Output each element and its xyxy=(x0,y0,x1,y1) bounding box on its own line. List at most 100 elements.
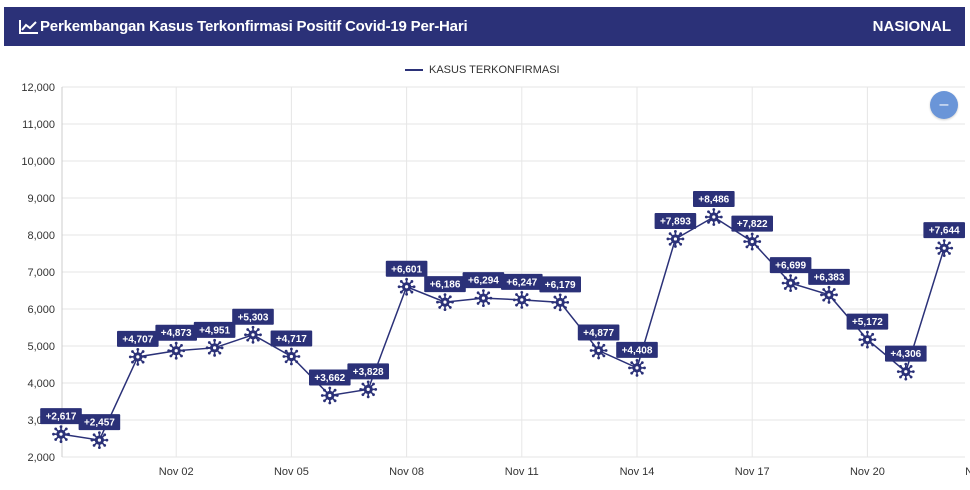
data-label: +4,951 xyxy=(199,325,230,336)
data-label-box xyxy=(462,272,505,289)
data-label: +7,822 xyxy=(737,219,768,230)
data-label: +3,828 xyxy=(353,367,384,378)
virus-icon[interactable] xyxy=(359,380,378,399)
y-tick-label: 10,000 xyxy=(21,156,55,168)
y-tick-label: 7,000 xyxy=(27,267,55,279)
data-label: +4,873 xyxy=(161,328,192,339)
virus-icon[interactable] xyxy=(474,289,493,308)
chart-title: Perkembangan Kasus Terkonfirmasi Positif… xyxy=(40,18,468,35)
virus-icon[interactable] xyxy=(397,277,416,296)
y-tick-label: 12,000 xyxy=(21,82,55,94)
data-label: +6,186 xyxy=(430,280,461,291)
data-label: +2,457 xyxy=(84,418,115,429)
data-label-box xyxy=(232,308,274,325)
x-tick-label: Nov 08 xyxy=(389,466,424,478)
virus-icon[interactable] xyxy=(935,239,954,258)
data-label: +6,294 xyxy=(468,276,499,287)
y-tick-label: 11,000 xyxy=(22,119,55,131)
x-tick-label: Nov 14 xyxy=(620,466,655,478)
data-label: +7,893 xyxy=(660,216,691,227)
virus-icon[interactable] xyxy=(244,325,262,344)
y-tick-label: 6,000 xyxy=(27,304,55,316)
virus-icon[interactable] xyxy=(512,290,531,309)
data-label-box xyxy=(693,191,735,208)
x-tick-label: Nov 23 xyxy=(965,466,970,478)
data-label: +4,306 xyxy=(890,349,921,360)
data-label: +4,707 xyxy=(122,334,153,345)
data-label: +6,179 xyxy=(545,280,576,291)
data-label-box xyxy=(577,324,620,341)
data-label-box xyxy=(731,215,773,232)
virus-icon[interactable] xyxy=(704,208,723,226)
chart-legend[interactable]: KASUS TERKONFIRMASI xyxy=(405,63,560,77)
data-label-box xyxy=(309,369,351,386)
data-label-box xyxy=(769,257,812,274)
data-label-box xyxy=(193,321,236,338)
data-label: +4,717 xyxy=(276,334,307,345)
data-label-box xyxy=(424,276,466,293)
virus-icon[interactable] xyxy=(282,347,301,366)
data-label: +5,172 xyxy=(852,317,883,328)
data-label: +5,303 xyxy=(238,312,269,323)
line-chart-icon xyxy=(18,18,40,36)
data-label: +2,617 xyxy=(46,412,77,423)
virus-icon[interactable] xyxy=(628,359,646,377)
data-label-box xyxy=(923,222,965,239)
data-label: +6,247 xyxy=(506,277,537,288)
data-label-box xyxy=(885,345,927,362)
data-label: +6,699 xyxy=(775,261,806,272)
virus-icon[interactable] xyxy=(90,431,109,449)
data-label-box xyxy=(501,273,543,290)
virus-icon[interactable] xyxy=(52,425,70,444)
y-tick-label: 8,000 xyxy=(27,230,55,242)
data-label-box xyxy=(385,260,428,277)
virus-icon[interactable] xyxy=(743,232,762,251)
y-tick-label: 5,000 xyxy=(27,341,55,353)
virus-icon[interactable] xyxy=(781,274,800,293)
y-tick-label: 2,000 xyxy=(27,452,55,464)
data-label: +3,662 xyxy=(314,373,345,384)
data-label-box xyxy=(846,313,889,330)
data-label-box xyxy=(40,408,82,425)
scope-label: NASIONAL xyxy=(872,18,951,35)
data-label: +6,383 xyxy=(814,272,845,283)
data-label: +7,644 xyxy=(929,226,960,237)
virus-icon[interactable] xyxy=(128,347,147,366)
x-tick-label: Nov 05 xyxy=(274,466,309,478)
collapse-button[interactable]: – xyxy=(930,91,958,119)
legend-swatch xyxy=(405,69,423,71)
data-label: +4,408 xyxy=(622,345,653,356)
minus-icon: – xyxy=(939,96,949,113)
virus-icon[interactable] xyxy=(436,293,454,312)
data-label-box xyxy=(654,212,697,229)
virus-icon[interactable] xyxy=(820,285,838,304)
data-label-box xyxy=(539,276,581,293)
y-tick-label: 4,000 xyxy=(27,378,55,390)
legend-label: KASUS TERKONFIRMASI xyxy=(429,64,560,76)
y-tick-label: 9,000 xyxy=(27,193,55,205)
virus-icon[interactable] xyxy=(896,362,915,381)
data-label-box xyxy=(117,330,159,347)
virus-icon[interactable] xyxy=(320,386,339,405)
x-tick-label: Nov 02 xyxy=(159,466,194,478)
x-tick-label: Nov 20 xyxy=(850,466,885,478)
x-tick-label: Nov 11 xyxy=(505,466,539,478)
data-label-box xyxy=(347,363,389,380)
virus-icon[interactable] xyxy=(167,341,186,360)
virus-icon[interactable] xyxy=(551,293,570,312)
line-chart: 2,0003,0004,0005,0006,0007,0008,0009,000… xyxy=(21,82,970,478)
data-label-box xyxy=(808,268,850,285)
data-label-box xyxy=(155,324,197,341)
virus-icon[interactable] xyxy=(666,230,685,248)
data-label-box xyxy=(270,330,313,347)
virus-icon[interactable] xyxy=(205,338,224,357)
data-label-box xyxy=(78,414,121,431)
virus-icon[interactable] xyxy=(589,341,608,360)
x-tick-label: Nov 17 xyxy=(735,466,770,478)
data-label: +4,877 xyxy=(583,328,614,339)
data-label-box xyxy=(616,341,658,358)
data-label: +8,486 xyxy=(698,195,729,206)
chart-header: Perkembangan Kasus Terkonfirmasi Positif… xyxy=(4,7,965,46)
data-label: +6,601 xyxy=(391,264,422,275)
virus-icon[interactable] xyxy=(858,330,877,349)
